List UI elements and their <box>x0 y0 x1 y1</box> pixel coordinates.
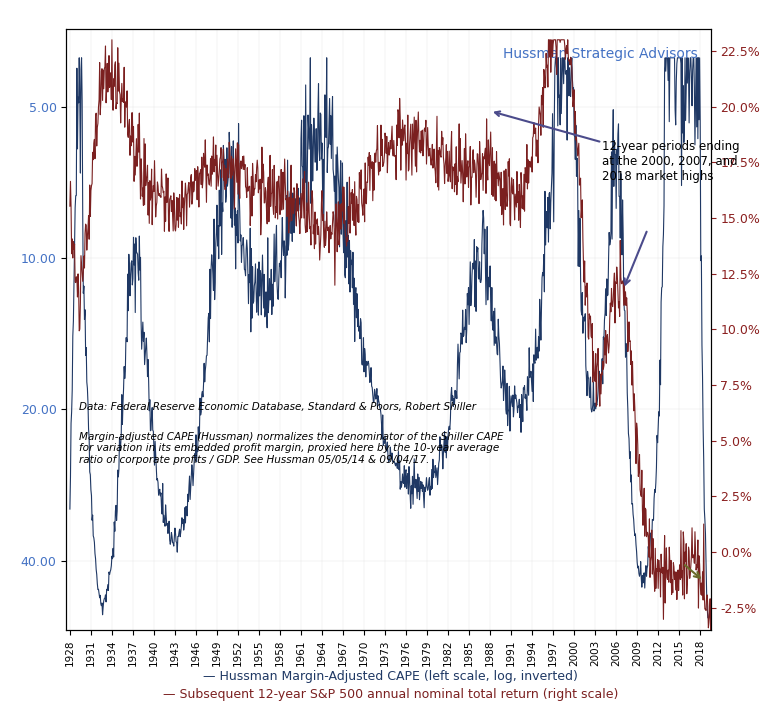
Text: — Subsequent 12-year S&P 500 annual nominal total return (right scale): — Subsequent 12-year S&P 500 annual nomi… <box>162 688 619 701</box>
Text: Hussman Strategic Advisors: Hussman Strategic Advisors <box>503 47 698 61</box>
Text: 12-year periods ending
at the 2000, 2007, and
2018 market highs: 12-year periods ending at the 2000, 2007… <box>495 112 740 183</box>
Text: Data: Federal Reserve Economic Database, Standard & Poors, Robert Shiller: Data: Federal Reserve Economic Database,… <box>80 402 476 412</box>
Text: — Hussman Margin-Adjusted CAPE (left scale, log, inverted): — Hussman Margin-Adjusted CAPE (left sca… <box>203 670 578 683</box>
Text: Margin-adjusted CAPE (Hussman) normalizes the denominator of the Shiller CAPE
fo: Margin-adjusted CAPE (Hussman) normalize… <box>80 432 504 465</box>
